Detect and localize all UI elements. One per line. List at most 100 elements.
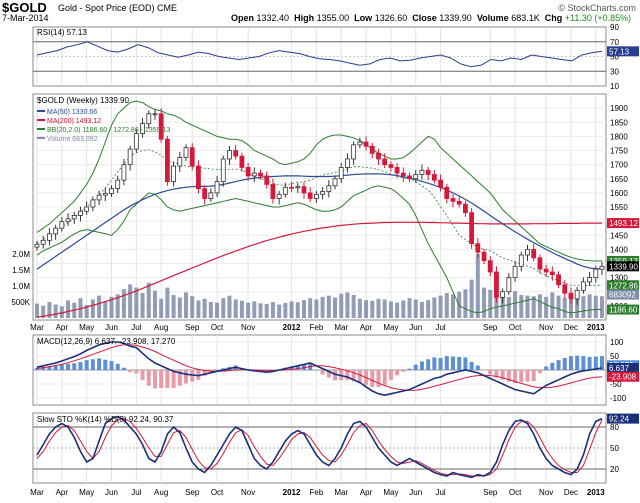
price-candle <box>239 155 245 168</box>
volume-bar <box>239 300 244 318</box>
volume-bar <box>196 300 201 318</box>
volume-bar <box>84 305 89 318</box>
ma50-line <box>36 173 602 270</box>
price-candle <box>419 169 425 175</box>
price-candle <box>463 203 468 214</box>
volume-bar <box>47 302 52 318</box>
price-candle <box>320 191 326 195</box>
price-candle <box>53 227 59 235</box>
macd-histogram-bar <box>41 366 46 370</box>
price-xaxis-label: Mar <box>30 323 44 332</box>
price-candle <box>413 174 419 180</box>
bottom-xaxis-label: Nov <box>241 488 255 497</box>
price-candle <box>525 248 530 256</box>
price-candle <box>574 289 580 300</box>
price-candle <box>332 178 338 187</box>
price-candle <box>115 179 121 190</box>
macd-histogram-bar <box>47 366 52 370</box>
price-xaxis-label: May <box>383 323 398 332</box>
price-candle <box>65 218 71 223</box>
bottom-xaxis-label: Sep <box>483 488 498 497</box>
price-xaxis-label: Feb <box>309 323 323 332</box>
volume-bar <box>581 296 586 318</box>
macd-histogram-bar <box>289 366 294 370</box>
macd-histogram-bar <box>159 370 164 388</box>
sto-ytick-label: 50 <box>610 444 619 453</box>
high-value: 1355.00 <box>316 13 350 23</box>
macd-histogram-bar <box>171 370 176 388</box>
price-candle <box>345 158 350 168</box>
macd-line <box>36 341 603 397</box>
volume-bar <box>103 301 108 318</box>
legend-entry: BB(20,2.0) 1186.60 - 1272.86 - 1359.13 <box>47 127 170 134</box>
macd-tag-bg <box>607 363 639 374</box>
price-candle <box>568 292 574 300</box>
volume-bar <box>593 295 598 318</box>
volume-bar <box>401 300 406 318</box>
price-candle <box>189 147 195 167</box>
macd-signal-line <box>36 344 603 391</box>
macd-histogram-bar <box>450 356 455 370</box>
macd-histogram-bar <box>351 370 356 382</box>
volume-bar <box>438 295 443 318</box>
volume-bar <box>35 303 39 318</box>
price-ytick-label: 1800 <box>610 132 628 141</box>
macd-histogram-bar <box>525 370 530 382</box>
macd-histogram-bar <box>140 370 145 380</box>
macd-histogram-bar <box>506 370 511 382</box>
volume-bar <box>463 289 468 318</box>
rsi-current-tag-bg <box>607 46 639 57</box>
sto-title: Slow STO %K(14) %D(3) 92.24, 90.37 <box>37 415 174 424</box>
price-candle <box>543 268 549 273</box>
sto-k-line <box>36 415 603 479</box>
macd-histogram-bar <box>593 356 598 370</box>
macd-histogram-bar <box>426 359 431 370</box>
bottom-xaxis-label: Dec <box>564 488 578 497</box>
volume-bar <box>450 294 455 318</box>
macd-histogram-bar <box>469 361 474 370</box>
macd-histogram-bar <box>78 361 83 370</box>
volume-bar <box>388 301 393 318</box>
volume-bar <box>208 302 213 318</box>
macd-histogram-bar <box>419 361 424 370</box>
macd-histogram-bar <box>482 370 487 371</box>
volume-bar <box>320 296 325 318</box>
macd-histogram-bar <box>401 370 406 372</box>
price-candle <box>469 212 475 245</box>
bottom-xaxis-label: May <box>79 488 94 497</box>
bottom-xaxis-label: Oct <box>509 488 522 497</box>
brand-label: © StockCharts.com <box>558 3 636 13</box>
price-candle <box>307 192 313 199</box>
price-xaxis-label: Nov <box>539 323 553 332</box>
price-candle <box>245 167 251 177</box>
volume-bar <box>351 294 356 318</box>
volume-bar <box>475 254 480 318</box>
price-candle <box>121 164 127 181</box>
price-candle <box>152 113 158 116</box>
price-tag: 1272.86 <box>609 281 638 290</box>
price-candle <box>78 210 83 216</box>
macd-histogram-bar <box>413 364 418 370</box>
macd-histogram-bar <box>395 370 400 376</box>
price-candle <box>400 172 406 177</box>
bottom-xaxis-label: Jul <box>131 488 141 497</box>
rsi-ytick-label: 70 <box>610 38 619 47</box>
volume-bar <box>134 287 139 318</box>
macd-histogram-bar <box>128 370 133 373</box>
price-xaxis-label: Aug <box>154 323 168 332</box>
price-candle <box>425 169 431 175</box>
price-candle <box>369 145 375 154</box>
volume-bar <box>115 294 120 318</box>
bottom-xaxis-label: Sep <box>185 488 200 497</box>
volume-bar <box>295 302 300 318</box>
price-xaxis-label: Sep <box>483 323 498 332</box>
price-candle <box>394 167 400 174</box>
sto-d-line <box>36 418 603 477</box>
volume-bar <box>78 298 83 318</box>
volume-bar <box>159 298 164 318</box>
price-candle <box>214 181 220 194</box>
macd-histogram-bar <box>537 370 542 374</box>
macd-tag-bg <box>607 371 639 382</box>
price-candle <box>40 239 46 245</box>
